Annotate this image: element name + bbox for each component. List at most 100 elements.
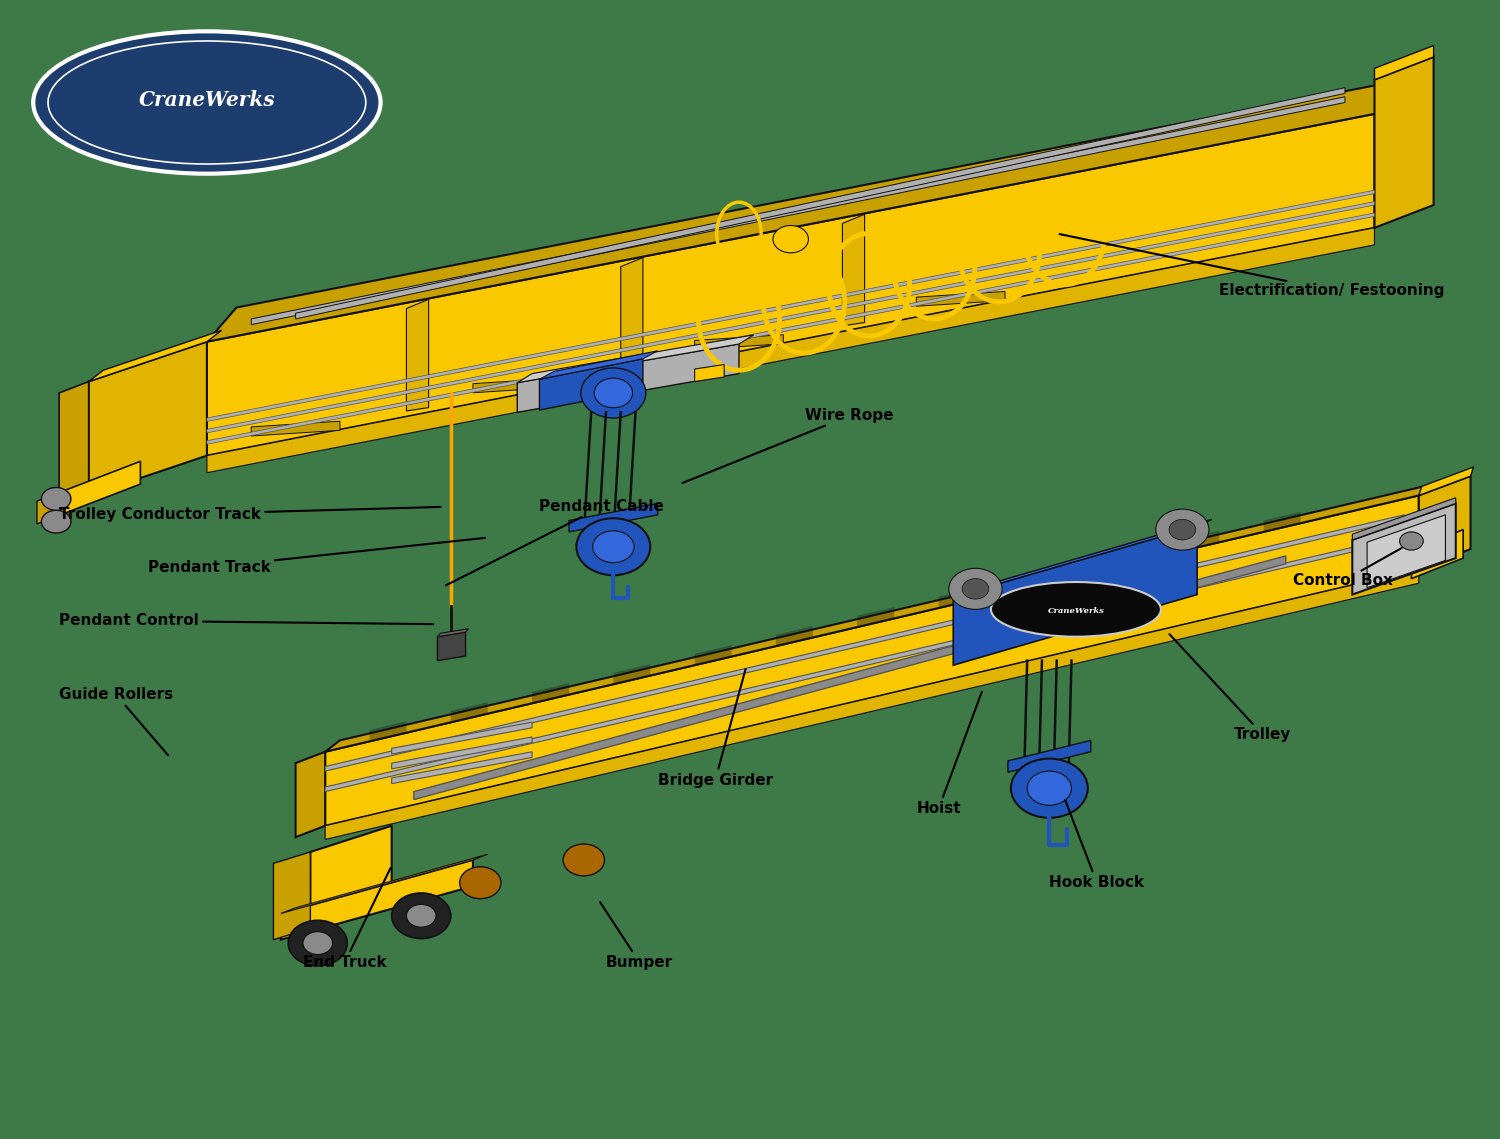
Polygon shape	[392, 737, 532, 769]
Polygon shape	[694, 335, 783, 350]
Circle shape	[962, 579, 988, 599]
Circle shape	[592, 531, 634, 563]
Polygon shape	[1101, 550, 1138, 570]
Text: Pendant Track: Pendant Track	[148, 538, 484, 575]
Circle shape	[772, 226, 808, 253]
Polygon shape	[472, 378, 561, 393]
Ellipse shape	[33, 31, 381, 174]
Polygon shape	[296, 752, 326, 837]
Polygon shape	[88, 330, 222, 382]
Text: Pendant Control: Pendant Control	[58, 613, 433, 629]
Circle shape	[1011, 759, 1088, 818]
Circle shape	[576, 518, 651, 575]
Text: Hoist: Hoist	[916, 691, 982, 817]
Polygon shape	[694, 364, 724, 382]
Text: Trolley: Trolley	[1170, 634, 1292, 743]
Circle shape	[406, 904, 436, 927]
Polygon shape	[856, 607, 894, 628]
Polygon shape	[1419, 476, 1470, 570]
Text: Bumper: Bumper	[600, 902, 674, 970]
Text: Hook Block: Hook Block	[1050, 800, 1144, 891]
Polygon shape	[207, 213, 1374, 444]
Polygon shape	[1366, 515, 1446, 588]
Circle shape	[950, 568, 1002, 609]
Text: CraneWerks: CraneWerks	[138, 90, 276, 110]
Circle shape	[580, 368, 646, 418]
Polygon shape	[58, 382, 88, 507]
Polygon shape	[326, 495, 1419, 826]
Polygon shape	[326, 535, 1404, 792]
Text: Pendant Cable: Pendant Cable	[446, 499, 664, 585]
Ellipse shape	[992, 582, 1161, 637]
Polygon shape	[88, 342, 207, 495]
Polygon shape	[1353, 498, 1456, 540]
Circle shape	[288, 920, 348, 966]
Polygon shape	[392, 752, 532, 784]
Polygon shape	[540, 351, 657, 379]
Polygon shape	[452, 703, 488, 722]
Polygon shape	[207, 228, 1374, 473]
Polygon shape	[414, 556, 1286, 800]
Polygon shape	[280, 860, 472, 940]
Polygon shape	[1419, 467, 1473, 495]
Polygon shape	[518, 335, 753, 383]
Polygon shape	[438, 629, 468, 637]
Circle shape	[1400, 532, 1423, 550]
Polygon shape	[280, 854, 488, 913]
Polygon shape	[1182, 531, 1219, 551]
Polygon shape	[1353, 503, 1456, 595]
Text: Guide Rollers: Guide Rollers	[58, 687, 172, 755]
Circle shape	[1155, 509, 1209, 550]
Circle shape	[562, 844, 604, 876]
Polygon shape	[392, 722, 532, 754]
Polygon shape	[568, 503, 657, 532]
Polygon shape	[38, 495, 51, 524]
Circle shape	[1168, 519, 1196, 540]
Text: Bridge Girder: Bridge Girder	[657, 669, 772, 788]
Polygon shape	[939, 588, 975, 608]
Polygon shape	[251, 97, 1346, 325]
Polygon shape	[1374, 46, 1434, 80]
Text: Electrification/ Festooning: Electrification/ Festooning	[1059, 233, 1444, 298]
Polygon shape	[1263, 511, 1300, 532]
Polygon shape	[916, 292, 1005, 306]
Polygon shape	[207, 202, 1374, 433]
Polygon shape	[326, 484, 1434, 752]
Polygon shape	[406, 300, 429, 411]
Polygon shape	[1412, 530, 1462, 579]
Text: Control Box: Control Box	[1293, 548, 1401, 589]
Polygon shape	[532, 683, 568, 703]
Polygon shape	[273, 852, 310, 940]
Polygon shape	[1008, 740, 1090, 772]
Polygon shape	[251, 421, 340, 436]
Text: Wire Rope: Wire Rope	[682, 408, 894, 483]
Polygon shape	[954, 519, 1212, 597]
Polygon shape	[954, 526, 1197, 665]
Polygon shape	[1020, 568, 1056, 589]
Polygon shape	[843, 214, 864, 326]
Circle shape	[42, 510, 70, 533]
Polygon shape	[614, 664, 651, 685]
Polygon shape	[296, 88, 1346, 319]
Polygon shape	[518, 344, 740, 412]
Text: Trolley Conductor Track: Trolley Conductor Track	[58, 507, 441, 523]
Circle shape	[594, 378, 633, 408]
Polygon shape	[207, 190, 1374, 421]
Text: CraneWerks: CraneWerks	[1047, 606, 1104, 615]
Circle shape	[1028, 771, 1071, 805]
Polygon shape	[369, 721, 407, 741]
Polygon shape	[540, 359, 644, 410]
Polygon shape	[51, 461, 141, 518]
Circle shape	[392, 893, 452, 939]
Text: End Truck: End Truck	[303, 868, 390, 970]
Circle shape	[303, 932, 333, 954]
Polygon shape	[1374, 57, 1434, 228]
Polygon shape	[621, 257, 644, 369]
Polygon shape	[326, 515, 1404, 771]
Polygon shape	[310, 826, 392, 928]
Circle shape	[459, 867, 501, 899]
Polygon shape	[207, 80, 1404, 342]
Polygon shape	[694, 645, 732, 665]
Polygon shape	[326, 570, 1419, 839]
Polygon shape	[207, 114, 1374, 456]
